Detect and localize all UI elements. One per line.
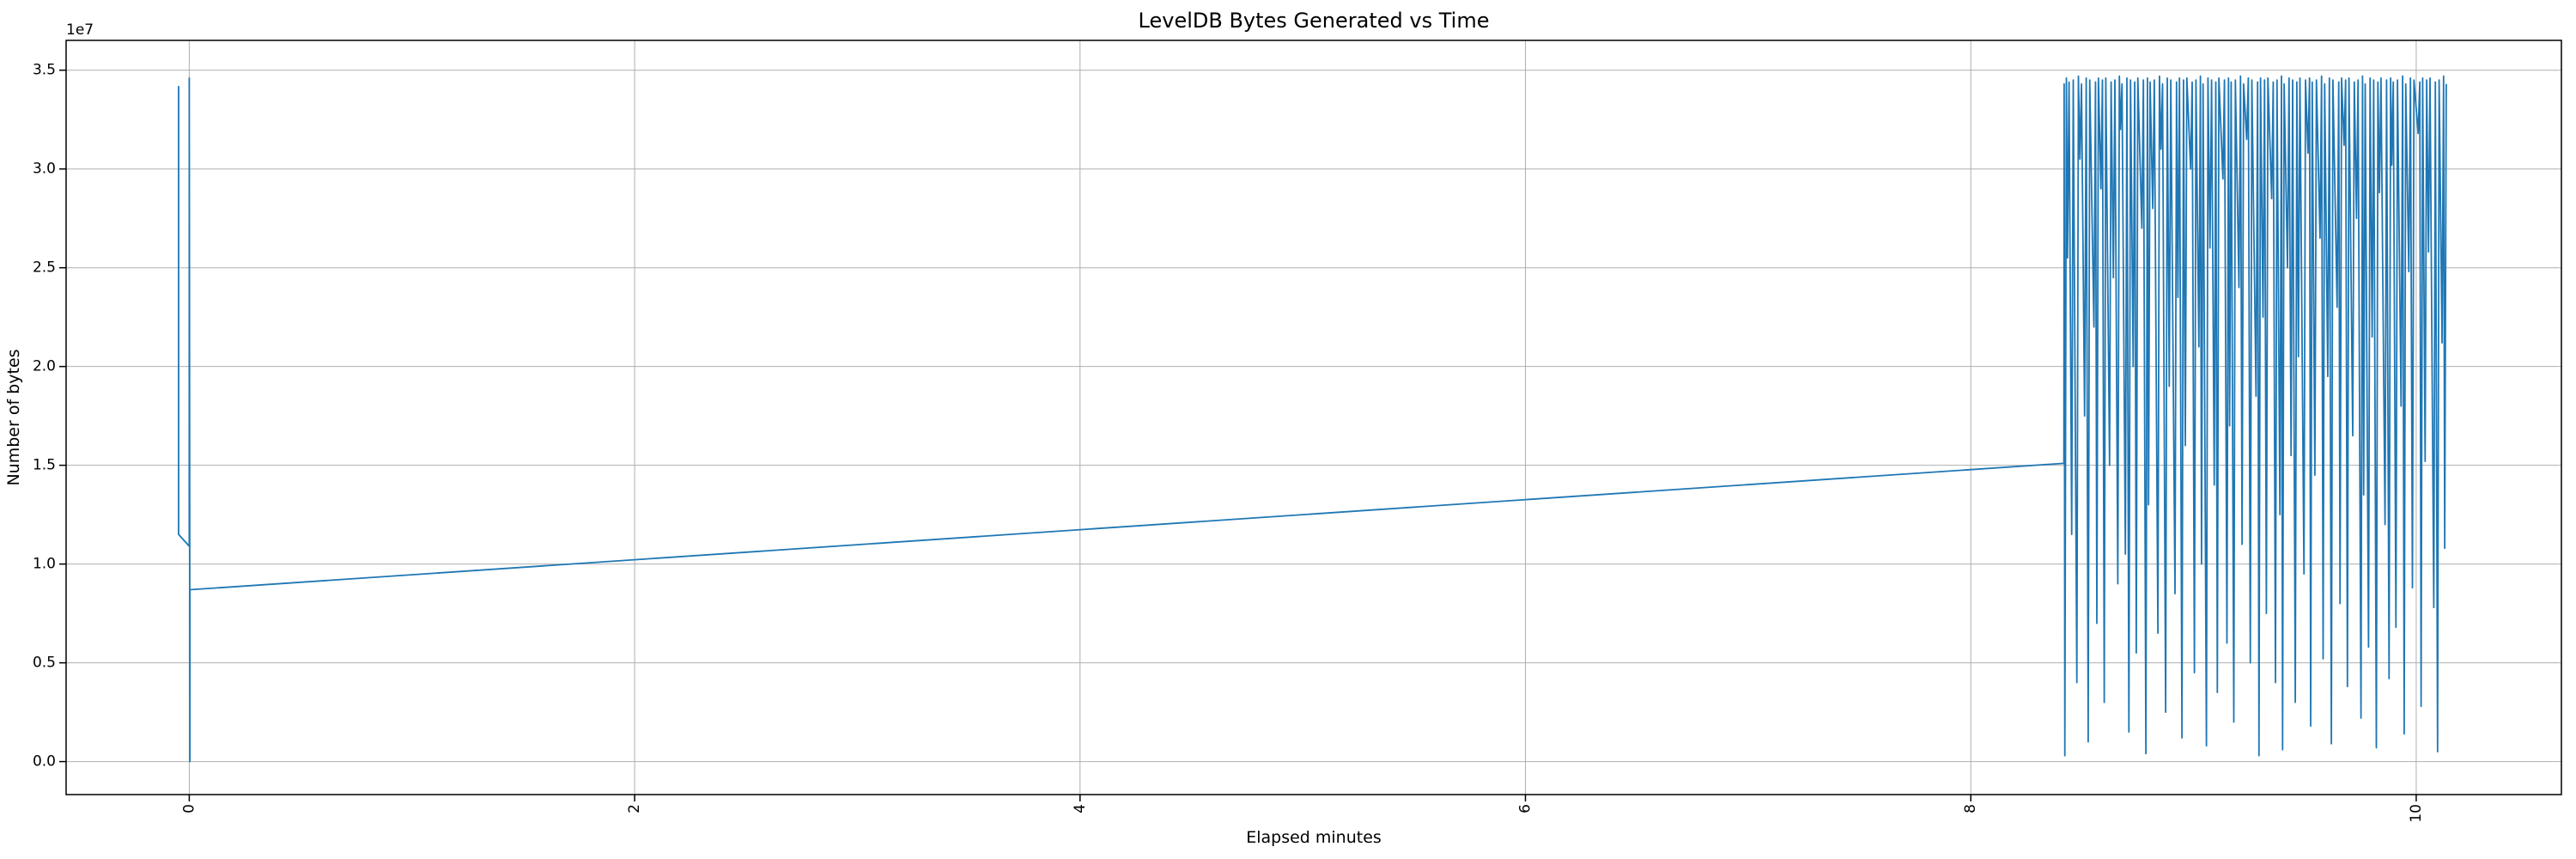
x-axis-label: Elapsed minutes bbox=[1246, 828, 1382, 847]
y-tick-label: 2.5 bbox=[33, 259, 56, 277]
y-tick-label: 0.0 bbox=[33, 753, 56, 771]
x-tick-label: 4 bbox=[1072, 804, 1089, 813]
tick-marks bbox=[59, 69, 2417, 801]
x-tick-label: 6 bbox=[1517, 804, 1534, 813]
x-tick-label: 10 bbox=[2408, 804, 2425, 823]
series-line-leveldb-bytes bbox=[178, 75, 2447, 763]
x-tick-label: 2 bbox=[626, 804, 643, 813]
y-axis-offset-label: 1e7 bbox=[66, 21, 94, 39]
chart-title: LevelDB Bytes Generated vs Time bbox=[1139, 9, 1490, 33]
y-tick-label: 0.5 bbox=[33, 655, 56, 672]
y-tick-label: 3.5 bbox=[33, 62, 56, 79]
y-axis-label: Number of bytes bbox=[4, 349, 23, 485]
y-tick-label: 1.0 bbox=[33, 556, 56, 573]
x-tick-label: 8 bbox=[1962, 804, 1979, 813]
x-tick-label: 0 bbox=[180, 804, 197, 813]
tick-labels: 0 2 4 6 8 10 0.0 0.5 1.0 1.5 2.0 2.5 3.0 3.5 bbox=[33, 62, 2425, 823]
y-tick-label: 2.0 bbox=[33, 358, 56, 375]
y-tick-label: 1.5 bbox=[33, 457, 56, 474]
axes-spines bbox=[65, 40, 2562, 795]
y-tick-label: 3.0 bbox=[33, 161, 56, 178]
